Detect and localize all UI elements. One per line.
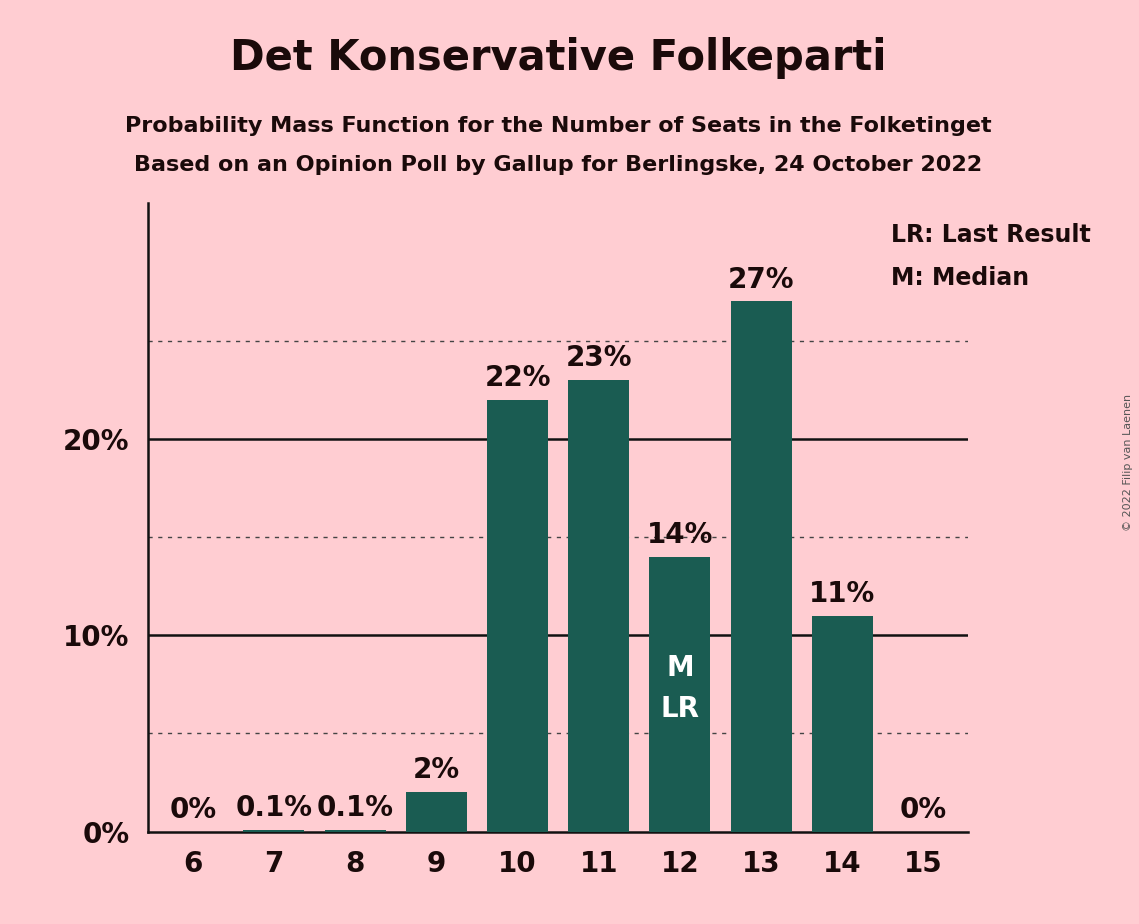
Bar <box>649 556 711 832</box>
Bar <box>812 615 872 832</box>
Text: 27%: 27% <box>728 265 794 294</box>
Text: M
LR: M LR <box>661 654 699 723</box>
Bar <box>325 830 386 832</box>
Bar <box>244 830 304 832</box>
Text: 22%: 22% <box>484 364 551 392</box>
Text: 23%: 23% <box>565 344 632 372</box>
Text: 14%: 14% <box>647 521 713 549</box>
Bar <box>405 793 467 832</box>
Text: 0%: 0% <box>900 796 947 824</box>
Bar <box>568 380 629 832</box>
Text: LR: Last Result: LR: Last Result <box>891 223 1091 247</box>
Text: 0%: 0% <box>170 796 216 824</box>
Text: 11%: 11% <box>809 579 876 608</box>
Text: 0.1%: 0.1% <box>236 794 312 821</box>
Bar <box>487 399 548 832</box>
Text: Based on an Opinion Poll by Gallup for Berlingske, 24 October 2022: Based on an Opinion Poll by Gallup for B… <box>134 155 982 176</box>
Text: Det Konservative Folkeparti: Det Konservative Folkeparti <box>230 37 886 79</box>
Text: © 2022 Filip van Laenen: © 2022 Filip van Laenen <box>1123 394 1133 530</box>
Bar <box>730 301 792 832</box>
Text: 2%: 2% <box>412 757 460 784</box>
Text: M: Median: M: Median <box>891 266 1030 290</box>
Text: Probability Mass Function for the Number of Seats in the Folketinget: Probability Mass Function for the Number… <box>125 116 991 136</box>
Text: 0.1%: 0.1% <box>317 794 394 821</box>
